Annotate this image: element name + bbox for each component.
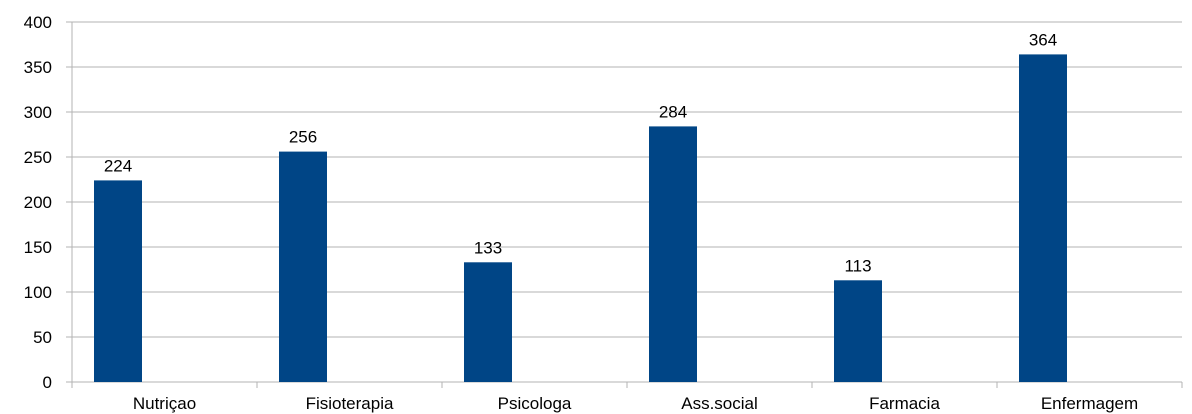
bars	[94, 54, 1067, 382]
x-category-label: Ass.social	[681, 394, 758, 413]
y-tick-label: 0	[43, 373, 52, 392]
data-label: 364	[1029, 30, 1057, 49]
bar	[1019, 54, 1067, 382]
gridlines	[66, 22, 1182, 382]
y-tick-label: 150	[24, 238, 52, 257]
data-label: 133	[474, 238, 502, 257]
data-label: 284	[659, 102, 687, 121]
bar	[279, 152, 327, 382]
y-tick-label: 350	[24, 58, 52, 77]
bar	[94, 180, 142, 382]
data-label: 224	[104, 156, 132, 175]
x-category-label: Psicologa	[498, 394, 572, 413]
y-tick-label: 400	[24, 13, 52, 32]
data-label: 113	[844, 256, 871, 275]
x-category-label: Farmacia	[869, 394, 940, 413]
y-tick-labels: 0 50 100 150 200 250 300 350 400	[24, 13, 52, 392]
data-label: 256	[289, 128, 317, 147]
y-tick-label: 50	[33, 328, 52, 347]
y-tick-label: 100	[24, 283, 52, 302]
x-category-label: Nutriçao	[133, 394, 196, 413]
y-tick-label: 300	[24, 103, 52, 122]
bar	[464, 262, 512, 382]
x-category-labels: Nutriçao Fisioterapia Psicologa Ass.social F…	[133, 394, 1138, 413]
y-tick-label: 250	[24, 148, 52, 167]
bar	[834, 280, 882, 382]
y-tick-label: 200	[24, 193, 52, 212]
axes	[72, 22, 1182, 388]
x-category-label: Fisioterapia	[306, 394, 394, 413]
bar	[649, 126, 697, 382]
x-category-label: Enfermagem	[1041, 394, 1138, 413]
